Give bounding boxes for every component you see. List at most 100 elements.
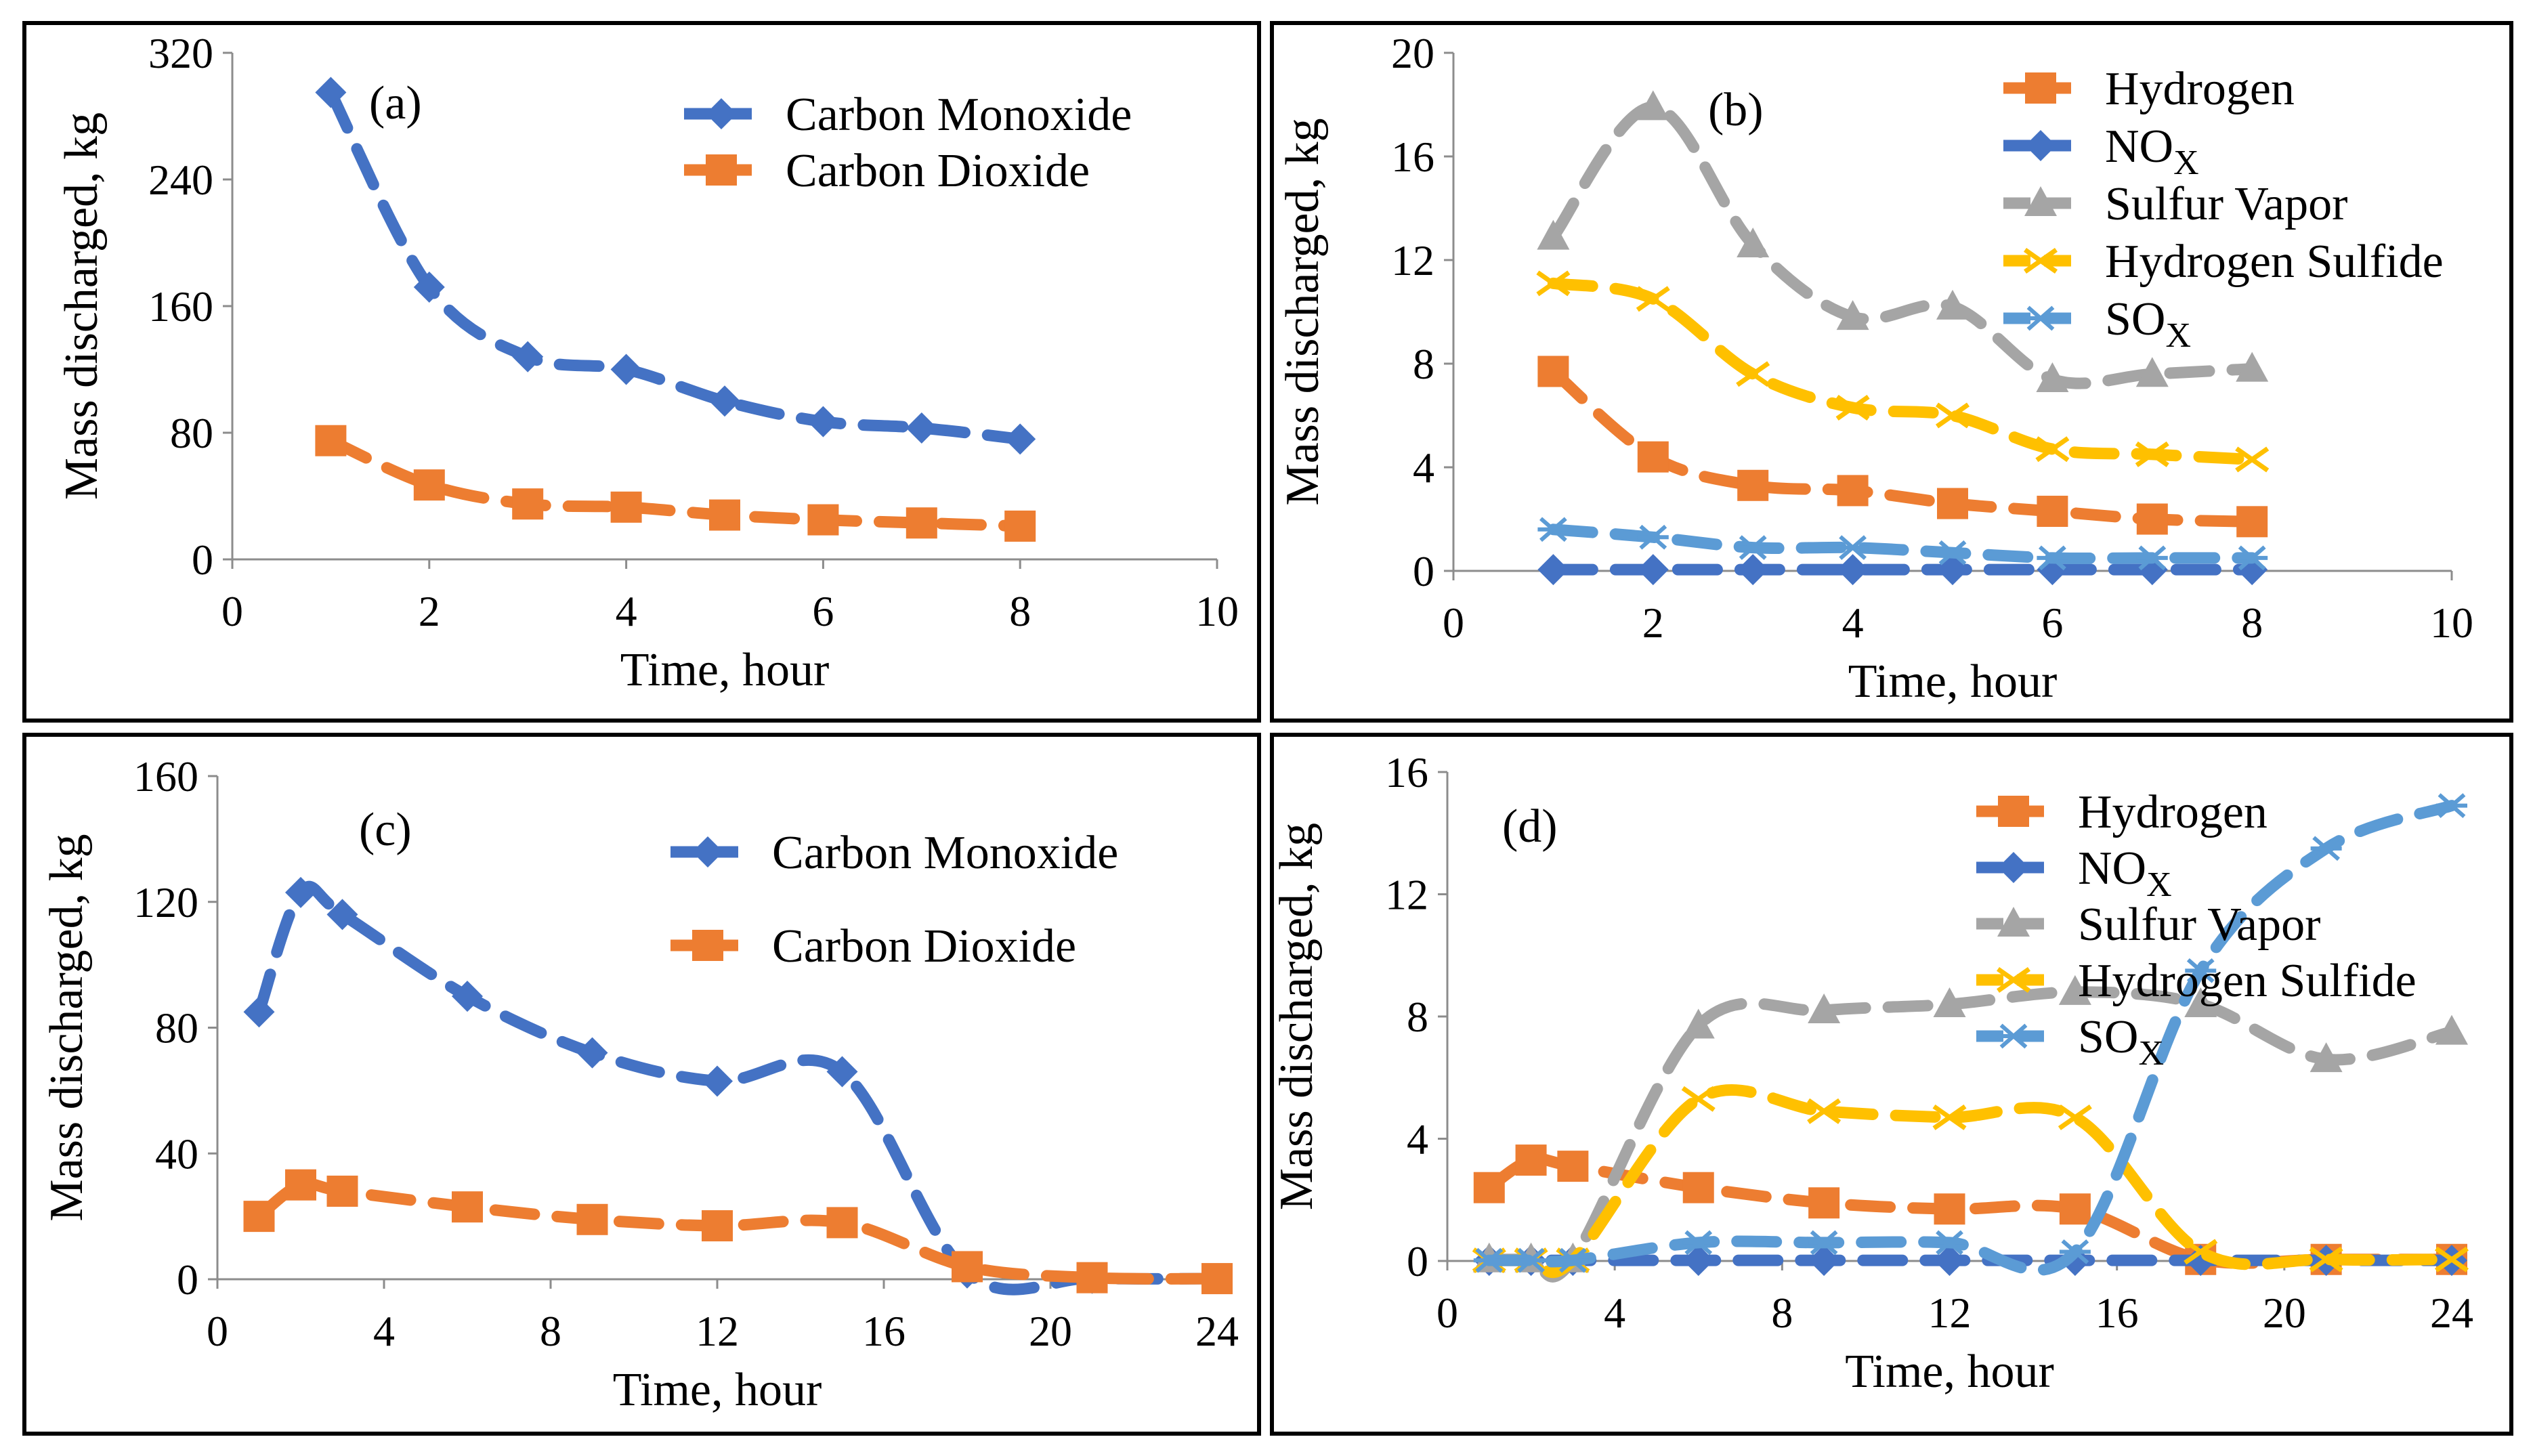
- data-point: [1004, 423, 1036, 455]
- y-axis-label: Mass discharged, kg: [1277, 118, 1329, 505]
- y-tick-label: 240: [148, 156, 213, 204]
- legend-entry: Sulfur Vapor: [2003, 178, 2347, 230]
- panel-frame: [22, 733, 1261, 1436]
- data-point: [1837, 535, 1869, 560]
- x-tick-label: 0: [1436, 1289, 1458, 1337]
- panel-frame: [1270, 733, 2513, 1436]
- x-axis-label: Time, hour: [1848, 656, 2058, 708]
- x-tick-label: 10: [2430, 599, 2473, 647]
- legend-marker: [1998, 796, 2029, 827]
- data-point: [2136, 545, 2168, 571]
- series-line: [1547, 277, 2258, 465]
- data-point: [1836, 300, 1869, 330]
- legend-marker: [2025, 130, 2056, 161]
- data-point: [1934, 1230, 1965, 1256]
- data-point: [1637, 554, 1669, 586]
- legend-marker: [2025, 72, 2056, 104]
- data-point: [702, 1065, 733, 1097]
- data-point: [326, 1175, 358, 1207]
- data-point: [1636, 90, 1669, 121]
- data-point: [1515, 1144, 1547, 1176]
- y-tick-label: 320: [148, 29, 213, 77]
- data-point: [243, 1201, 275, 1233]
- x-tick-label: 4: [1842, 599, 1864, 647]
- y-axis-label: Mass discharged, kg: [41, 834, 93, 1221]
- x-tick-label: 16: [862, 1307, 906, 1355]
- data-point: [709, 385, 740, 417]
- data-point: [576, 1037, 608, 1069]
- x-tick-label: 8: [540, 1307, 561, 1355]
- legend-subscript: X: [2165, 316, 2191, 355]
- data-point: [826, 1056, 858, 1088]
- data-point: [1682, 1172, 1714, 1203]
- data-point: [952, 1251, 983, 1283]
- data-point: [906, 507, 937, 539]
- data-point: [1808, 1187, 1840, 1219]
- y-axis-label: Mass discharged, kg: [56, 112, 108, 500]
- data-point: [610, 354, 642, 385]
- x-tick-label: 0: [221, 587, 243, 635]
- legend-marker: [706, 154, 737, 186]
- data-point: [610, 491, 642, 523]
- series-line: [253, 880, 1223, 1296]
- legend-label: Carbon Dioxide: [772, 920, 1076, 972]
- data-point: [1807, 1098, 1842, 1124]
- legend-entry: Carbon Dioxide: [670, 920, 1076, 972]
- data-point: [1837, 475, 1869, 507]
- data-point: [1937, 488, 1968, 519]
- data-point: [2236, 506, 2268, 538]
- data-point: [576, 1203, 608, 1235]
- legend-label: Hydrogen Sulfide: [2105, 236, 2444, 288]
- data-point: [2058, 1104, 2092, 1130]
- legend-entry: Hydrogen Sulfide: [1976, 955, 2417, 1007]
- data-point: [315, 77, 347, 108]
- data-point: [1515, 1247, 1547, 1273]
- legend-marker: [706, 98, 737, 129]
- y-axis-label: Mass discharged, kg: [1271, 823, 1323, 1210]
- y-tick-label: 12: [1391, 236, 1434, 284]
- x-tick-label: 8: [2241, 599, 2263, 647]
- data-point: [1473, 1172, 1505, 1203]
- data-point: [1201, 1263, 1233, 1295]
- legend-marker: [1996, 967, 2031, 993]
- data-point: [413, 469, 445, 501]
- y-tick-label: 0: [1413, 547, 1434, 595]
- data-point: [413, 271, 445, 303]
- data-point: [315, 425, 347, 456]
- data-point: [2184, 987, 2217, 1017]
- data-point: [1736, 361, 1770, 387]
- x-tick-label: 12: [696, 1307, 739, 1355]
- data-point: [2236, 545, 2268, 571]
- data-point: [452, 981, 483, 1012]
- data-point: [2435, 1014, 2468, 1045]
- data-point: [512, 488, 544, 520]
- data-point: [702, 1210, 733, 1242]
- x-tick-label: 2: [1642, 599, 1664, 647]
- data-point: [1537, 517, 1569, 542]
- data-point: [1737, 535, 1769, 560]
- legend-entry: Carbon Monoxide: [684, 89, 1132, 141]
- x-tick-label: 20: [1029, 1307, 1072, 1355]
- data-point: [807, 406, 839, 437]
- panel-label: (d): [1502, 800, 1558, 853]
- x-tick-label: 0: [1443, 599, 1464, 647]
- data-point: [1936, 289, 1969, 320]
- y-tick-label: 0: [192, 536, 213, 584]
- x-tick-label: 0: [207, 1307, 228, 1355]
- data-point: [2310, 836, 2342, 861]
- data-point: [1737, 554, 1769, 586]
- x-tick-label: 10: [1195, 587, 1239, 635]
- x-tick-label: 16: [2095, 1289, 2139, 1337]
- data-point: [1682, 1230, 1714, 1256]
- y-tick-label: 8: [1413, 340, 1434, 388]
- legend-marker: [1998, 852, 2029, 883]
- y-tick-label: 40: [155, 1130, 198, 1178]
- x-axis-label: Time, hour: [620, 644, 830, 696]
- data-point: [1537, 219, 1570, 250]
- data-point: [2309, 1246, 2343, 1272]
- y-tick-label: 12: [1385, 871, 1428, 919]
- data-point: [1837, 554, 1869, 586]
- data-point: [807, 504, 839, 536]
- data-point: [1537, 554, 1569, 586]
